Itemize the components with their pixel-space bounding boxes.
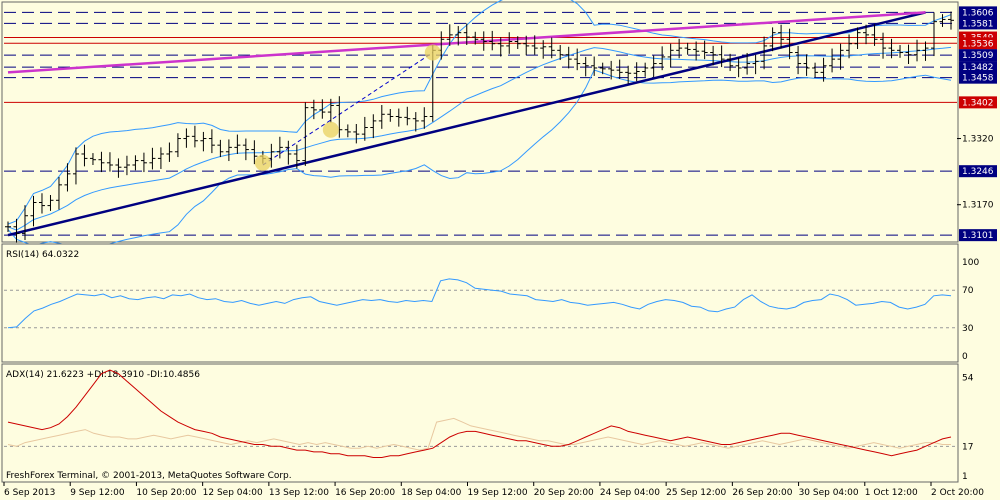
adx-axis-ticks: 54 17 1 — [962, 373, 974, 482]
time-tick-label: 9 Sep 12:00 — [70, 488, 125, 498]
price-tag-box — [959, 165, 997, 178]
time-tick-label: 13 Sep 12:00 — [269, 488, 329, 498]
rsi-tick-label: 0 — [962, 352, 968, 362]
time-tick-label: 19 Sep 12:00 — [468, 488, 528, 498]
bollinger-bands — [7, 0, 952, 251]
adx-tick-label: 1 — [962, 472, 968, 482]
adx-tick-label: 54 — [962, 373, 974, 383]
price-tag-box — [959, 229, 997, 242]
adx-panel: ADX(14) 21.6223 +DI:18.3910 -DI:10.4856 … — [1, 363, 974, 483]
time-tick-label: 10 Sep 20:00 — [136, 488, 196, 498]
adx-series — [7, 369, 952, 458]
price-tag-label: 1.3536 — [962, 39, 994, 49]
time-tick-label: 1 Oct 12:00 — [865, 488, 918, 498]
plus-di-line — [7, 417, 951, 451]
price-tag-label: 1.3509 — [962, 51, 994, 61]
rsi-tick-label: 100 — [962, 258, 979, 268]
rsi-level-lines — [4, 289, 957, 329]
price-tag-label: 1.3482 — [962, 63, 994, 73]
price-tag-label: 1.3402 — [962, 98, 994, 108]
price-tag-box — [959, 96, 997, 109]
rsi-panel-frame — [1, 243, 959, 363]
time-tick-label: 26 Sep 20:00 — [732, 488, 792, 498]
time-tick-label: 18 Sep 04:00 — [401, 488, 461, 498]
time-tick-label: 24 Sep 04:00 — [600, 488, 660, 498]
rsi-tick-label: 70 — [962, 286, 974, 296]
price-tag-label: 1.3606 — [962, 8, 994, 18]
price-panel: 1.36061.35811.35491.35361.35091.34821.34… — [1, 0, 997, 251]
rsi-label: RSI(14) 64.0322 — [6, 250, 79, 260]
adx-line — [7, 369, 952, 458]
price-tag-label: 1.3458 — [962, 74, 994, 84]
bollinger-lower-band — [7, 69, 952, 251]
time-tick-label: 20 Sep 20:00 — [534, 488, 594, 498]
price-tag-box — [959, 37, 997, 50]
trendline — [262, 52, 434, 166]
rsi-axis-ticks: 100 70 30 0 — [962, 258, 979, 362]
adx-tick-label: 17 — [962, 442, 973, 452]
price-tag-box — [959, 61, 997, 74]
time-tick-label: 6 Sep 2013 — [4, 488, 55, 498]
adx-label: ADX(14) 21.6223 +DI:18.3910 -DI:10.4856 — [6, 370, 200, 380]
bollinger-upper-band — [7, 0, 952, 225]
price-tag-label: 1.3581 — [962, 19, 994, 29]
time-tick-label: 12 Sep 04:00 — [203, 488, 263, 498]
time-tick-label: 2 Oct 20:00 — [931, 488, 984, 498]
time-tick-label: 30 Sep 04:00 — [799, 488, 859, 498]
time-tick-label: 25 Sep 12:00 — [666, 488, 726, 498]
price-marker — [254, 154, 271, 171]
time-axis: 6 Sep 2013 9 Sep 12:00 10 Sep 20:00 12 Sep … — [3, 482, 984, 498]
price-tag-box — [959, 49, 997, 62]
watermark: FreshForex Terminal, © 2001-2013, MetaQu… — [6, 471, 292, 481]
price-marker — [322, 121, 339, 138]
price-marker — [424, 44, 441, 61]
price-tag-box — [959, 71, 997, 84]
price-axis-ticks: 1.3320 1.3170 — [957, 135, 994, 211]
price-tick-label: 1.3320 — [962, 135, 994, 145]
price-axis-tags: 1.36061.35811.35491.35361.35091.34821.34… — [959, 6, 997, 242]
bollinger-middle-band — [7, 46, 952, 231]
price-tick-label: 1.3170 — [962, 201, 994, 211]
price-markers — [254, 44, 441, 171]
price-tag-box — [959, 6, 997, 19]
price-tag-label: 1.3246 — [962, 167, 994, 177]
rsi-line — [7, 278, 952, 329]
rsi-panel: RSI(14) 64.0322 100 70 30 0 — [1, 243, 979, 363]
adx-panel-frame — [1, 363, 959, 483]
time-tick-label: 16 Sep 20:00 — [335, 488, 395, 498]
rsi-series — [7, 278, 952, 329]
price-tag-box — [959, 17, 997, 30]
price-tag-label: 1.3101 — [962, 231, 994, 241]
rsi-tick-label: 30 — [962, 324, 974, 334]
